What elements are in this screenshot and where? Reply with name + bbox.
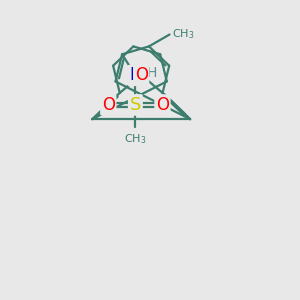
Text: O: O [156,96,169,114]
Text: CH$_3$: CH$_3$ [172,28,194,41]
Text: O: O [102,96,115,114]
Text: N: N [129,67,142,85]
Text: O: O [135,66,148,84]
Text: CH$_3$: CH$_3$ [124,132,147,146]
Text: H: H [146,66,157,80]
Text: S: S [130,96,141,114]
